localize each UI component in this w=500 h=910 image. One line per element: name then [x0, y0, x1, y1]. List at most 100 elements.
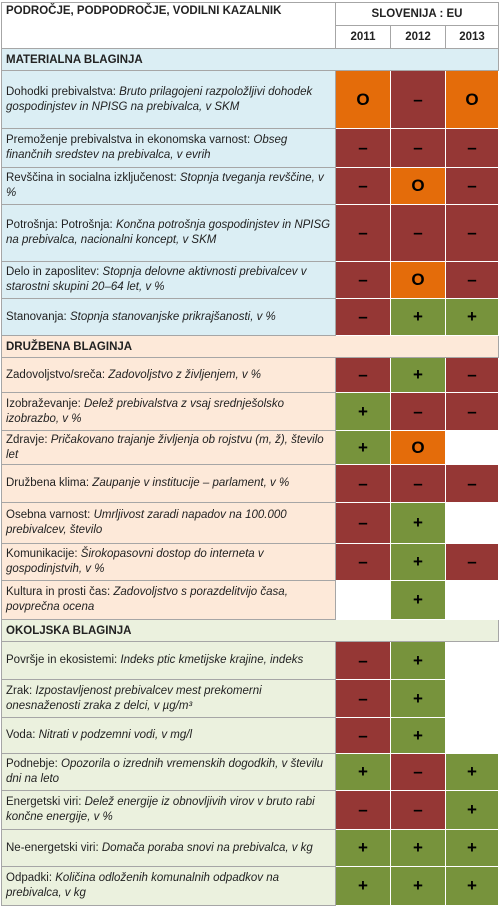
status-cell: +: [390, 357, 446, 393]
indicator-name: Pričakovano trajanje življenja ob rojstv…: [6, 433, 324, 461]
indicator-name: Zaupanje v institucije – parlament, v %: [92, 477, 290, 489]
indicator-name: Umrljivost zaradi napadov na 100.000 pre…: [6, 509, 287, 536]
indicator-name: Izpostavljenost prebivalcev mest prekome…: [6, 684, 262, 712]
status-cell: +: [390, 829, 446, 867]
status-cell: –: [335, 717, 391, 754]
indicator-row: Zadovoljstvo/sreča: Zadovoljstvo z življ…: [1, 357, 500, 393]
area-label: Premoženje prebivalstva in ekonomska var…: [6, 134, 251, 146]
indicator-row: Potrošnja: Potrošnja: Končna potrošnja g…: [1, 204, 500, 262]
status-cell: –: [390, 70, 446, 129]
section-row: MATERIALNA BLAGINJA: [0, 48, 500, 71]
indicator-name: Domača poraba snovi na prebivalca, v kg: [101, 841, 313, 854]
status-cell: +: [444, 866, 500, 906]
area-label: Revščina in socialna izključenost:: [6, 172, 177, 184]
section-row: DRUŽBENA BLAGINJA: [0, 335, 500, 358]
indicator-cell: Kultura in prosti čas: Zadovoljstvo s po…: [1, 580, 336, 620]
indicator-row: Ne-energetski viri: Domača poraba snovi …: [1, 829, 500, 867]
header-years-row: 2011 2012 2013: [2, 25, 500, 49]
section-title: OKOLJSKA BLAGINJA: [0, 619, 500, 642]
indicator-name: Delež energije iz obnovljivih virov v br…: [6, 796, 315, 823]
area-label: Površje in ekosistemi:: [6, 654, 118, 666]
header-row: PODROČJE, PODPODROČJE, VODILNI KAZALNIK …: [1, 2, 500, 49]
status-cell: –: [335, 204, 391, 262]
status-cell: +: [335, 392, 391, 431]
status-cell: +: [335, 430, 391, 465]
status-cell: [335, 580, 391, 620]
indicator-cell: Voda: Nitrati v podzemni vodi, v mg/l: [1, 717, 336, 754]
indicator-name: Končna potrošnja gospodinjstev in NPISG …: [6, 219, 331, 246]
indicator-row: Stanovanja: Stopnja stanovanjske prikraj…: [1, 298, 500, 336]
status-cell: –: [444, 204, 500, 262]
indicator-name: Obseg finančnih sredstev na prebivalca, …: [6, 134, 288, 161]
status-cell: –: [335, 543, 391, 581]
status-cell: O: [444, 70, 500, 129]
indicator-cell: Zrak: Izpostavljenost prebivalcev mest p…: [1, 679, 336, 718]
area-label: Delo in zaposlitev:: [6, 266, 100, 278]
indicator-cell: Delo in zaposlitev: Stopnja delovne akti…: [1, 261, 336, 299]
indicator-cell: Komunikacije: Širokopasovni dostop do in…: [1, 543, 336, 581]
status-cell: –: [335, 261, 391, 299]
status-cell: +: [444, 753, 500, 791]
area-label: Voda:: [6, 729, 36, 741]
area-label: Odpadki:: [6, 872, 53, 884]
indicator-row: Odpadki: Količina odloženih komunalnih o…: [1, 866, 500, 906]
section-row: OKOLJSKA BLAGINJA: [0, 619, 500, 642]
status-cell: [444, 580, 500, 620]
header-group: SLOVENIJA : EU: [334, 2, 500, 26]
indicator-row: Podnebje: Opozorila o izrednih vremenski…: [1, 753, 500, 791]
indicator-cell: Podnebje: Opozorila o izrednih vremenski…: [1, 753, 336, 791]
area-label: Zadovoljstvo/sreča:: [6, 368, 106, 381]
indicator-name: Bruto prilagojeni razpoložljivi dohodek …: [6, 85, 313, 113]
indicator-cell: Dohodki prebivalstva: Bruto prilagojeni …: [1, 70, 336, 129]
indicator-name: Stopnja stanovanjske prikrajšanosti, v %: [69, 310, 276, 323]
indicator-row: Zrak: Izpostavljenost prebivalcev mest p…: [1, 679, 500, 718]
area-label: Podnebje:: [6, 758, 58, 770]
indicator-cell: Osebna varnost: Umrljivost zaradi napado…: [1, 502, 336, 544]
status-cell: –: [390, 128, 446, 168]
indicator-row: Kultura in prosti čas: Zadovoljstvo s po…: [1, 580, 500, 620]
indicator-name: Širokopasovni dostop do interneta v gosp…: [6, 548, 264, 575]
indicator-cell: Revščina in socialna izključenost: Stopn…: [1, 167, 336, 205]
year-header: 2013: [444, 25, 500, 49]
status-cell: –: [390, 392, 446, 431]
indicator-name: Nitrati v podzemni vodi, v mg/l: [38, 729, 193, 741]
area-label: Kultura in prosti čas:: [6, 586, 111, 598]
header-title: PODROČJE, PODPODROČJE, VODILNI KAZALNIK: [1, 2, 336, 49]
indicator-row: Površje in ekosistemi: Indeks ptic kmeti…: [1, 641, 500, 680]
indicator-name: Indeks ptic kmetijske krajine, indeks: [120, 654, 304, 666]
status-cell: +: [444, 790, 500, 830]
area-label: Ne-energetski viri:: [6, 841, 99, 854]
status-cell: +: [335, 829, 391, 867]
status-cell: –: [444, 167, 500, 205]
status-cell: +: [335, 866, 391, 906]
status-cell: –: [335, 641, 391, 680]
status-cell: +: [444, 829, 500, 867]
status-cell: +: [390, 543, 446, 581]
status-cell: +: [390, 717, 446, 754]
indicator-row: Dohodki prebivalstva: Bruto prilagojeni …: [1, 70, 500, 129]
status-cell: +: [444, 298, 500, 336]
indicator-cell: Ne-energetski viri: Domača poraba snovi …: [1, 829, 336, 867]
area-label: Energetski viri:: [6, 796, 82, 808]
status-cell: –: [335, 357, 391, 393]
status-cell: O: [335, 70, 391, 129]
year-header: 2012: [390, 25, 446, 49]
status-cell: –: [335, 128, 391, 168]
section-title: DRUŽBENA BLAGINJA: [0, 335, 500, 358]
status-cell: –: [335, 790, 391, 830]
indicator-row: Premoženje prebivalstva in ekonomska var…: [1, 128, 500, 168]
status-cell: [444, 430, 500, 465]
indicator-cell: Stanovanja: Stopnja stanovanjske prikraj…: [1, 298, 336, 336]
status-cell: [444, 641, 500, 680]
indicator-name: Stopnja tveganja revščine, v %: [6, 172, 324, 199]
indicator-cell: Družbena klima: Zaupanje v institucije –…: [1, 464, 336, 503]
indicator-cell: Odpadki: Količina odloženih komunalnih o…: [1, 866, 336, 906]
indicator-cell: Potrošnja: Potrošnja: Končna potrošnja g…: [1, 204, 336, 262]
status-cell: +: [390, 679, 446, 718]
indicator-row: Osebna varnost: Umrljivost zaradi napado…: [1, 502, 500, 544]
status-cell: [444, 717, 500, 754]
indicator-row: Zdravje: Pričakovano trajanje življenja …: [1, 430, 500, 465]
status-cell: +: [390, 298, 446, 336]
area-label: Komunikacije:: [6, 548, 78, 560]
